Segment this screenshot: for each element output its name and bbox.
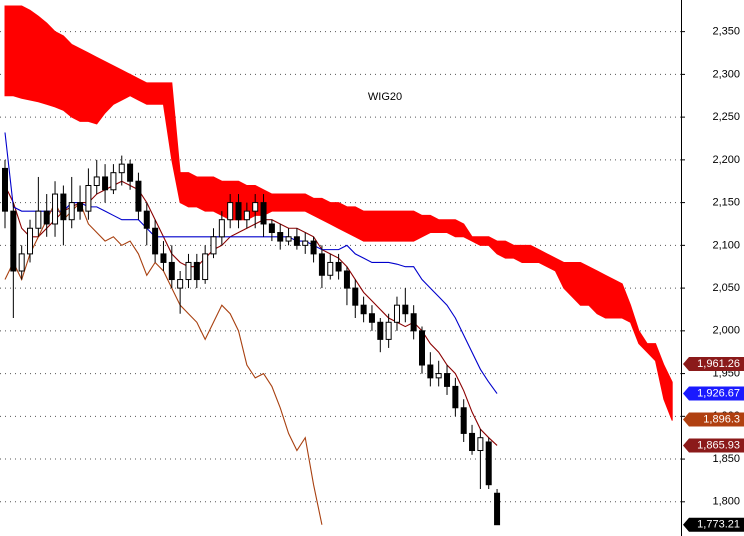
candle-body xyxy=(60,193,67,221)
price-label: 1,773.21 xyxy=(697,519,740,531)
candle-body xyxy=(168,261,175,281)
candle-body xyxy=(218,219,225,238)
candle-body xyxy=(135,180,142,212)
candle-body xyxy=(102,176,109,191)
candle-body xyxy=(110,172,117,191)
candle-body xyxy=(469,432,476,452)
candle-body xyxy=(435,373,442,379)
candle-body xyxy=(85,185,92,212)
y-tick-label: 2,250 xyxy=(712,111,740,123)
candle-body xyxy=(402,304,409,315)
candle-body xyxy=(52,193,59,225)
y-tick-label: 2,200 xyxy=(712,154,740,166)
candle-body xyxy=(260,202,267,225)
candle-body xyxy=(360,304,367,315)
candle-body xyxy=(227,202,234,221)
candle-body xyxy=(419,330,425,366)
candle-body xyxy=(343,270,350,289)
price-label: 1,896.3 xyxy=(703,413,740,425)
y-tick-label: 2,350 xyxy=(712,26,740,38)
candle-body xyxy=(444,373,451,387)
price-label-box xyxy=(683,356,744,371)
price-label-box xyxy=(683,412,744,427)
axis-layer: 1,8001,8501,9001,9502,0002,0502,1002,150… xyxy=(681,26,744,532)
candle-body xyxy=(335,261,342,272)
candle-body xyxy=(377,321,384,340)
candle-body xyxy=(235,202,242,221)
y-tick-label: 2,300 xyxy=(712,68,740,80)
candle-body xyxy=(177,279,184,289)
y-tick-label: 1,850 xyxy=(712,453,740,465)
candle-body xyxy=(243,210,250,221)
candle-body xyxy=(385,321,392,340)
y-tick-label: 2,150 xyxy=(712,197,740,209)
candle-body xyxy=(77,202,84,212)
candle-body xyxy=(143,210,150,229)
candle-body xyxy=(277,232,284,242)
candle-body xyxy=(2,167,8,212)
candle-body xyxy=(310,240,317,255)
candle-body xyxy=(193,261,200,281)
candle-body xyxy=(368,313,375,323)
candle-body xyxy=(35,210,42,229)
price-label: 1,961.26 xyxy=(697,358,740,370)
candle-body xyxy=(252,202,259,212)
candle-body xyxy=(293,236,300,246)
candle-body xyxy=(185,261,192,281)
candle-body xyxy=(352,287,359,306)
candle-body xyxy=(285,236,292,242)
candle-body xyxy=(393,304,400,323)
candle-body xyxy=(18,253,25,272)
candle-body xyxy=(494,492,501,526)
candle-body xyxy=(160,253,167,263)
candle-body xyxy=(93,176,100,187)
candle-body xyxy=(452,385,459,409)
candle-body xyxy=(460,407,467,434)
y-tick-label: 1,800 xyxy=(712,496,740,508)
price-label-box xyxy=(683,386,744,401)
candle-body xyxy=(268,223,275,234)
chart-title: WIG20 xyxy=(368,91,402,103)
candle-body xyxy=(27,227,34,255)
candle-body xyxy=(327,261,334,276)
price-label: 1,926.67 xyxy=(697,387,740,399)
price-label-box xyxy=(683,517,744,532)
y-tick-label: 2,000 xyxy=(712,325,740,337)
candle-body xyxy=(210,236,217,255)
y-tick-label: 2,050 xyxy=(712,282,740,294)
candle-body xyxy=(485,441,492,486)
price-label: 1,865.93 xyxy=(697,439,740,451)
candle-layer xyxy=(2,155,501,526)
candle-body xyxy=(118,163,125,174)
candle-body xyxy=(68,202,75,221)
grid-layer xyxy=(0,31,681,503)
candle-body xyxy=(302,240,309,246)
candle-body xyxy=(427,364,434,379)
candle-body xyxy=(202,253,209,281)
candle-body xyxy=(10,210,17,272)
candle-body xyxy=(477,437,484,452)
candle-body xyxy=(152,227,159,255)
price-label-box xyxy=(683,438,744,453)
candle-body xyxy=(127,163,134,182)
candle-body xyxy=(410,313,417,332)
candle-body xyxy=(318,253,325,276)
y-tick-label: 2,100 xyxy=(712,239,740,251)
candle-body xyxy=(43,210,50,225)
